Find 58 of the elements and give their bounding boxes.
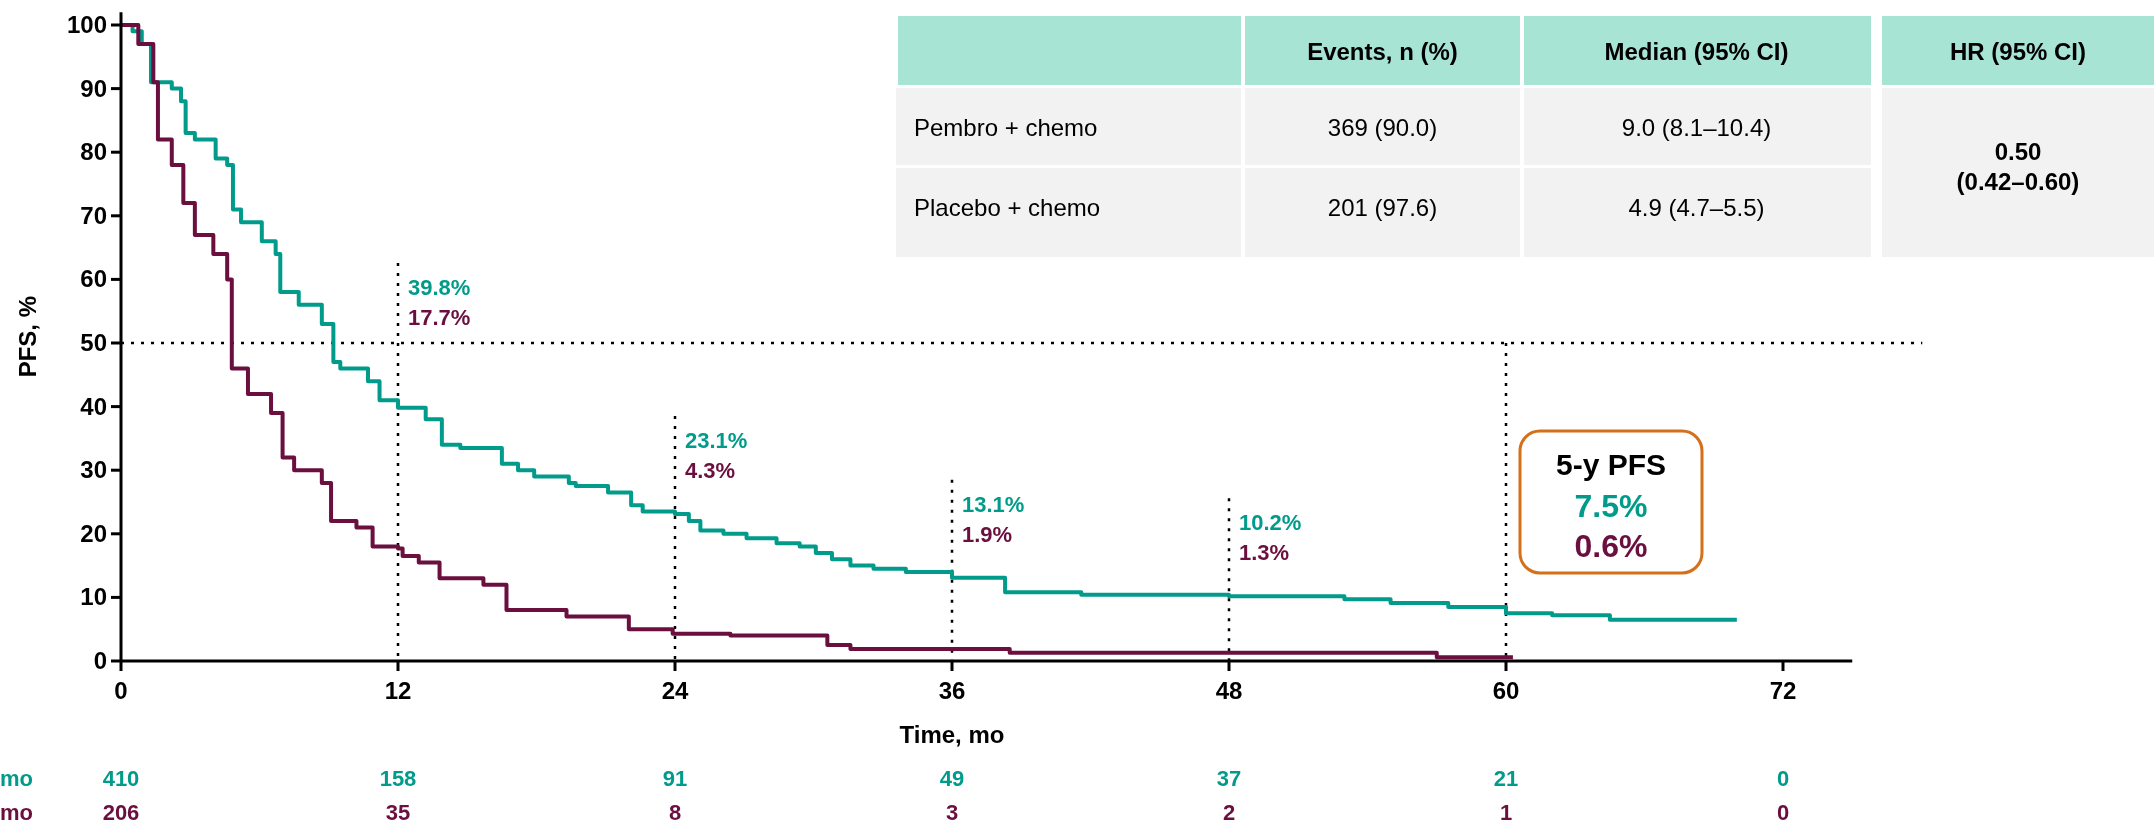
text: 410 — [102, 766, 140, 791]
text: mo — [0, 800, 33, 825]
y-tick-label: 80 — [80, 138, 107, 166]
text: 21 — [1493, 766, 1519, 791]
x-tick-label: 48 — [1215, 677, 1243, 704]
x-tick-label: 12 — [384, 677, 412, 704]
text: 8 — [668, 800, 682, 825]
y-tick-label: 100 — [66, 11, 107, 38]
x-tick-label: 24 — [661, 677, 689, 704]
text: 35 — [385, 800, 411, 825]
y-tick-label: 20 — [80, 519, 107, 547]
x-tick-label: 60 — [1492, 677, 1520, 704]
annotation: Placebo + chemo — [914, 194, 1101, 221]
annotation: 4.9 (4.7–5.5) — [1628, 194, 1765, 221]
y-tick-label: 60 — [80, 265, 107, 293]
y-tick-label: 0 — [93, 647, 107, 674]
text: 3 — [945, 800, 959, 825]
annotation: 1.9% — [962, 521, 1013, 547]
y-axis-title: PFS, % — [14, 295, 41, 378]
y-tick-label: 10 — [80, 583, 107, 611]
x-axis-title: Time, mo — [899, 721, 1005, 748]
annotation: 4.3% — [685, 458, 736, 484]
annotation: 201 (97.6) — [1327, 194, 1438, 221]
annotation: 5-y PFS — [1555, 448, 1667, 481]
y-tick-label: 40 — [80, 392, 107, 420]
text: 2 — [1222, 800, 1236, 825]
text: 206 — [102, 800, 140, 825]
y-tick-label: 90 — [80, 74, 107, 102]
annotation: 23.1% — [685, 428, 748, 454]
annotation: 1.3% — [1239, 540, 1290, 566]
y-tick-label: 30 — [80, 456, 107, 484]
annotation: 369 (90.0) — [1327, 114, 1438, 141]
text: 91 — [662, 766, 688, 791]
text: 1 — [1499, 800, 1513, 825]
text: (0.42–0.60) — [1956, 168, 2080, 195]
text: 0 — [1776, 800, 1790, 825]
annotation: 13.1% — [962, 491, 1025, 517]
x-tick-label: 0 — [114, 677, 128, 704]
annotation: 17.7% — [408, 305, 471, 330]
annotation: 39.8% — [408, 275, 471, 300]
text: 0.50 — [1994, 138, 2042, 165]
text: 158 — [379, 766, 417, 791]
x-tick-label: 72 — [1769, 677, 1797, 704]
text: 49 — [939, 766, 965, 791]
x-tick-label: 36 — [938, 677, 966, 704]
text: 37 — [1216, 766, 1242, 791]
annotation: 7.5% — [1574, 488, 1648, 524]
annotation: Pembro + chemo — [914, 114, 1098, 141]
annotation: Median (95% CI) — [1604, 38, 1789, 65]
y-tick-label: 70 — [80, 201, 107, 229]
text: HR (95% CI) — [1949, 38, 2087, 65]
y-tick-label: 50 — [80, 329, 107, 356]
text: 0 — [1776, 766, 1790, 791]
annotation: 9.0 (8.1–10.4) — [1621, 114, 1772, 141]
annotation: Events, n (%) — [1307, 38, 1458, 65]
annotation: 10.2% — [1239, 510, 1302, 536]
annotation: 0.6% — [1574, 528, 1648, 564]
text: mo — [0, 766, 33, 791]
